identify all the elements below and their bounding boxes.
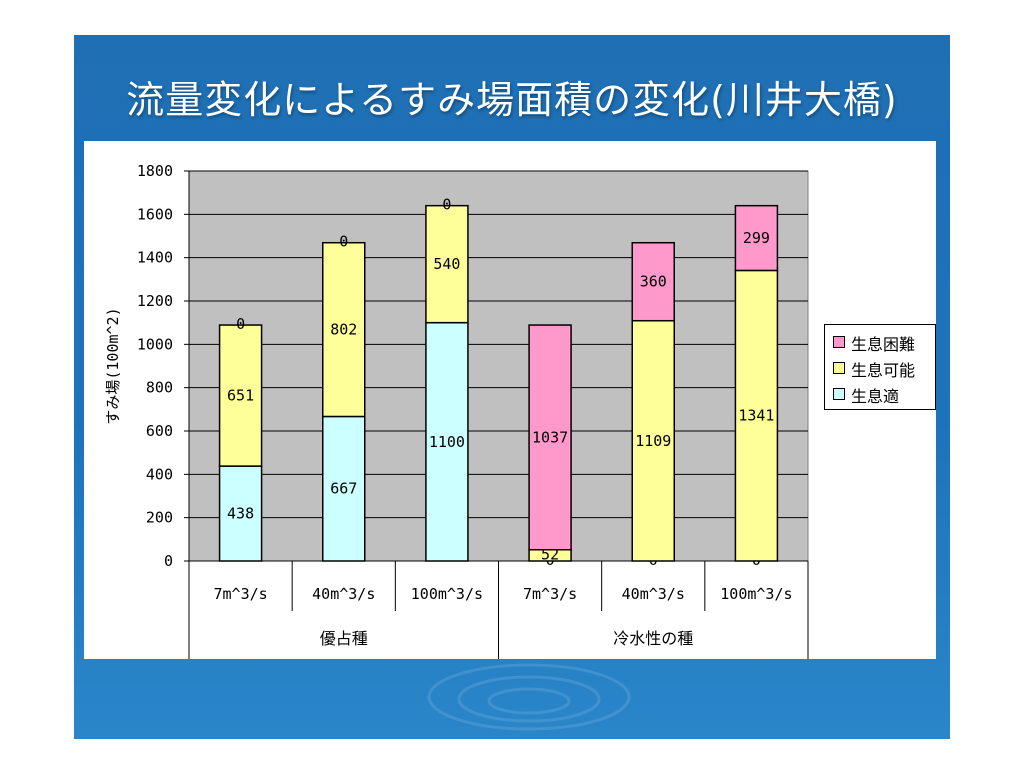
x-category-label: 7m^3/s [523, 585, 577, 603]
data-label: 0 [339, 233, 348, 251]
bar-segment [322, 415, 366, 562]
legend-label: 生息適 [851, 387, 900, 406]
x-group-label: 優占種 [320, 629, 368, 648]
slide-title: 流量変化によるすみ場面積の変化(川井大橋) [126, 78, 898, 122]
x-category-label: 100m^3/s [411, 585, 483, 603]
data-label: 438 [227, 505, 254, 523]
legend-label: 生息可能 [851, 361, 916, 380]
x-category-label: 100m^3/s [720, 585, 792, 603]
bar-segment [425, 321, 469, 562]
y-axis-label: すみ場(100m^2) [104, 307, 122, 424]
x-category-label: 40m^3/s [312, 585, 375, 603]
bar-segment [631, 319, 675, 562]
data-label: 1109 [635, 432, 671, 450]
bar-segment [425, 204, 469, 324]
chart-panel: 0 200 400 600 800 1000 1200 1400 1600 1800 すみ場(100… [84, 141, 936, 659]
bar-segment [322, 241, 366, 418]
y-tick-label: 1400 [137, 249, 173, 267]
y-tick-label: 600 [146, 422, 173, 440]
y-tick-label: 1200 [137, 292, 173, 310]
legend-swatch [833, 336, 845, 348]
stacked-bar-chart: 0 200 400 600 800 1000 1200 1400 1600 1800 すみ場(100… [104, 162, 809, 659]
bar-segment [218, 324, 263, 467]
legend-swatch [833, 362, 845, 374]
bar-segment [734, 204, 779, 272]
y-tick-label: 1000 [137, 335, 173, 353]
legend-label: 生息困難 [851, 335, 916, 354]
y-tick-label: 1800 [137, 162, 173, 180]
data-label: 1037 [532, 428, 568, 446]
water-ripple-decoration [427, 663, 631, 731]
slide-background: 流量変化によるすみ場面積の変化(川井大橋) 0 200 400 600 800 1000 1… [74, 35, 950, 739]
y-tick-label: 400 [146, 465, 173, 483]
bar-segment [734, 269, 779, 562]
data-label: 651 [227, 387, 254, 405]
x-category-label: 7m^3/s [213, 585, 267, 603]
data-label: 667 [330, 480, 357, 498]
data-label: 1341 [738, 407, 774, 425]
chart-legend: 生息困難生息可能生息適 [824, 324, 936, 410]
y-tick-label: 800 [146, 379, 173, 397]
y-tick-label: 1600 [137, 205, 173, 223]
bar-segment [631, 241, 675, 322]
data-label: 1100 [429, 433, 465, 451]
data-label: 0 [442, 196, 451, 214]
data-label: 540 [433, 255, 460, 273]
plot-area [188, 170, 809, 562]
x-category-label: 40m^3/s [622, 585, 685, 603]
y-tick-label: 0 [164, 552, 173, 570]
x-group-label: 冷水性の種 [613, 629, 693, 648]
data-label: 299 [743, 229, 770, 247]
data-label: 0 [236, 315, 245, 333]
bar-segment [528, 324, 572, 551]
y-tick-label: 200 [146, 509, 173, 527]
legend-swatch [833, 388, 845, 400]
data-label: 360 [640, 273, 667, 291]
data-label: 802 [330, 321, 357, 339]
